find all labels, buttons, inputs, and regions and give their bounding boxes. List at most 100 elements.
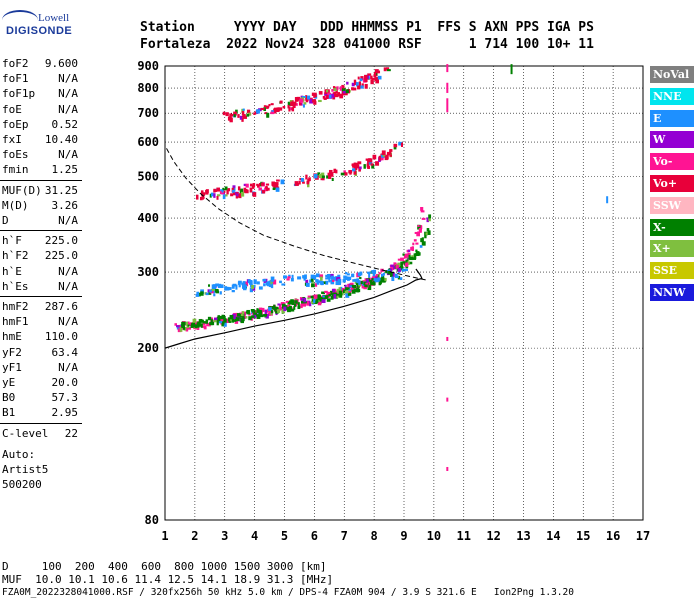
echo-point [213,189,216,193]
echo-point [317,172,321,176]
x-tick-label: 12 [486,529,500,543]
echo-point [287,302,290,305]
echo-point [332,86,336,89]
echo-point [416,233,420,237]
echo-point [316,298,319,303]
echo-point [243,187,247,193]
echo-point [342,279,346,283]
echo-point [246,113,250,117]
echo-point [358,81,362,87]
echo-point [290,308,295,312]
param-value: 110.0 [44,330,78,344]
echo-point [389,149,393,152]
echo-point [343,170,346,174]
x-tick-label: 2 [191,529,198,543]
echo-point [418,225,423,230]
echo-point [248,316,252,321]
echo-point [256,308,259,313]
echo-point [283,275,286,279]
x-tick-label: 16 [606,529,620,543]
param-value: 20.0 [51,376,79,389]
echo-point [282,302,286,305]
echo-point [347,288,351,291]
echo-point [264,187,267,192]
echo-point [418,228,422,233]
echo-point [391,276,395,282]
echo-point [364,78,368,83]
echo-point [217,194,221,197]
legend-entry: Vo- [650,153,694,171]
legend-entry: SSE [650,262,694,280]
echo-point [271,305,276,310]
echo-point [412,242,415,246]
echo-point [207,316,212,321]
y-tick-label: 80 [145,513,159,527]
echo-point [409,256,414,261]
echo-point [287,276,291,279]
echo-point [312,93,316,96]
param-value: 225.0 [44,234,78,248]
echo-point [209,321,213,326]
echo-point [354,162,359,167]
echo-point [334,93,339,98]
echo-point [398,141,402,146]
param-value: 0.52 [51,117,79,131]
electron-density-profile [164,268,423,349]
echo-point [407,249,411,253]
echo-point [333,87,338,91]
echo-point [326,298,331,302]
echo-point [390,272,393,277]
echo-point [233,111,237,116]
echo-point [221,189,224,193]
echo-point [299,177,302,181]
echo-point [290,101,294,107]
echo-point [341,87,346,93]
echo-point [347,278,350,281]
y-tick-label: 200 [137,341,159,355]
echo-point [271,278,274,282]
echo-point [374,278,379,283]
echo-point [305,279,309,284]
param-row: C-level 22 [2,427,80,442]
echo-point [274,182,279,186]
echo-point [298,180,301,185]
echo-point [384,277,387,281]
echo-point [307,295,311,299]
echo-point [358,284,362,287]
autoscaling-info: Artist5 [2,462,49,476]
echo-point [330,295,334,300]
echo-point [378,279,382,285]
echo-point [318,99,322,103]
echo-point [270,111,275,115]
echo-point [265,314,269,319]
echo-point [386,69,391,72]
echo-point [202,322,206,326]
param-row: MUF(D) 31.25 [2,184,80,199]
echo-point [263,313,267,317]
echo-point [339,86,343,91]
echo-point [357,161,362,165]
x-tick-label: 4 [251,529,258,543]
echo-point [280,179,285,185]
echo-point [242,108,245,111]
param-row: yE 20.0 [2,376,80,391]
param-value: N/A [58,315,78,329]
echo-point [247,112,252,116]
echo-point [240,313,244,317]
echo-point [328,169,333,175]
echo-point [235,194,239,199]
echo-point [381,273,384,277]
param-name: foF1p [2,87,36,101]
echo-point [378,272,381,275]
echo-point [359,276,362,280]
echo-point [345,89,349,94]
echo-point [400,257,404,261]
echo-point [207,322,211,327]
echo-point [356,288,360,293]
legend-entry: NNE [650,87,694,105]
echo-point [306,180,310,185]
x-tick-label: 15 [576,529,590,543]
echo-point [241,311,245,315]
echo-point [213,293,216,297]
echo-point [353,79,357,83]
